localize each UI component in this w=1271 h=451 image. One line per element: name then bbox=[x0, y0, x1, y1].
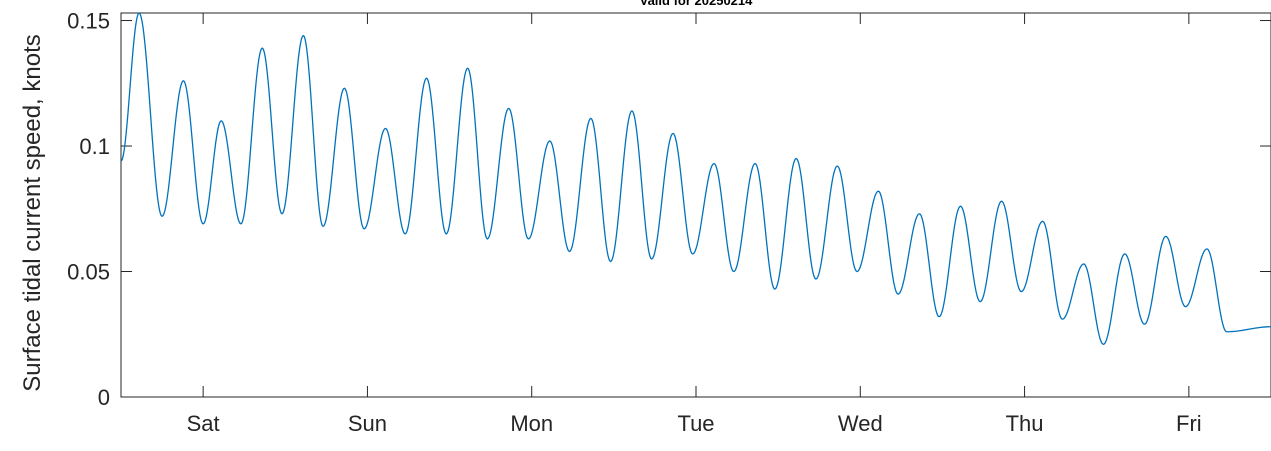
plot-area bbox=[120, 12, 1271, 398]
y-tick-label: 0.05 bbox=[67, 260, 110, 285]
x-tick-label: Thu bbox=[1006, 411, 1044, 436]
y-tick-label: 0 bbox=[98, 385, 110, 410]
y-axis-label: Surface tidal current speed, knots bbox=[19, 34, 46, 392]
series-group bbox=[120, 12, 1271, 345]
x-tick-label: Sun bbox=[348, 411, 387, 436]
axis-ticks: 0 0.05 0.1 0.15 Sat Sun Mon Tue Wed Thu Fri bbox=[67, 9, 1271, 436]
series-line-tidal-current bbox=[120, 12, 1271, 345]
x-tick-label: Wed bbox=[838, 411, 883, 436]
y-tick-label: 0.15 bbox=[67, 9, 110, 34]
x-tick-label: Tue bbox=[677, 411, 714, 436]
x-tick-label: Sat bbox=[187, 411, 220, 436]
x-tick-label: Mon bbox=[510, 411, 553, 436]
y-tick-label: 0.1 bbox=[79, 134, 110, 159]
x-tick-label: Fri bbox=[1176, 411, 1202, 436]
chart-title: Valid for 20250214 bbox=[640, 0, 754, 8]
